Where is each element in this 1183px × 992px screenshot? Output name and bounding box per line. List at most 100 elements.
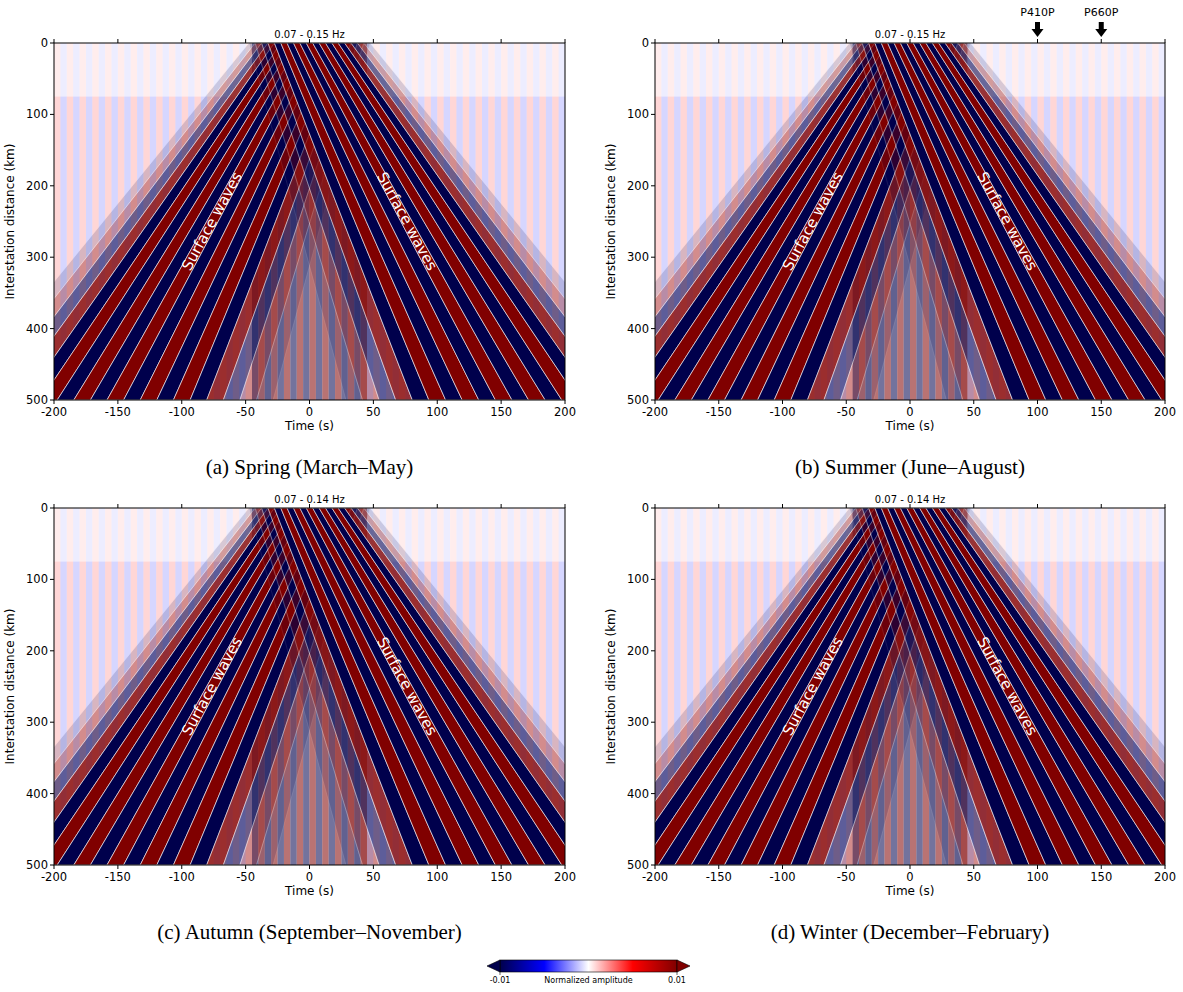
background-texture xyxy=(450,508,456,562)
y-tick-label: 100 xyxy=(26,572,48,586)
background-texture xyxy=(533,43,539,97)
x-tick xyxy=(117,400,118,404)
background-texture xyxy=(719,508,725,562)
x-tick-top xyxy=(1165,39,1166,43)
x-tick xyxy=(910,865,911,869)
panel-caption: (a) Spring (March–May) xyxy=(206,455,414,479)
x-tick-label: -150 xyxy=(706,405,732,419)
background-texture xyxy=(67,43,73,97)
background-texture xyxy=(182,508,188,562)
background-texture xyxy=(661,43,667,97)
background-texture xyxy=(124,508,130,562)
background-texture xyxy=(54,508,60,562)
background-texture xyxy=(795,43,801,97)
x-tick-label: 100 xyxy=(426,870,448,884)
plot-area xyxy=(54,508,565,865)
y-tick-label: 300 xyxy=(26,715,48,729)
y-tick xyxy=(651,508,655,509)
background-texture xyxy=(757,43,763,97)
background-texture xyxy=(732,508,738,562)
x-tick-label: -200 xyxy=(41,870,67,884)
y-tick xyxy=(50,257,54,258)
background-texture xyxy=(527,508,533,562)
background-texture xyxy=(1152,508,1158,562)
background-texture xyxy=(118,508,124,562)
background-texture xyxy=(463,43,469,97)
y-tick-label: 200 xyxy=(26,644,48,658)
x-tick xyxy=(1037,865,1038,869)
background-texture xyxy=(1114,43,1120,97)
colorbar-tick xyxy=(500,972,501,975)
x-tick-label: -200 xyxy=(41,405,67,419)
wave-stripe xyxy=(932,508,1165,865)
background-texture xyxy=(463,508,469,562)
y-tick xyxy=(50,722,54,723)
background-texture xyxy=(1018,508,1024,562)
y-tick xyxy=(651,650,655,651)
wave-stripe xyxy=(951,508,1165,865)
x-tick-top xyxy=(245,504,246,508)
background-texture xyxy=(188,508,194,562)
x-tick-label: -200 xyxy=(642,870,668,884)
y-axis-label: Interstation distance (km) xyxy=(3,609,17,765)
background-texture xyxy=(744,508,750,562)
background-texture xyxy=(1050,43,1056,97)
background-texture xyxy=(188,43,194,97)
wave-stripe xyxy=(326,43,562,400)
background-texture xyxy=(533,508,539,562)
y-tick xyxy=(50,400,54,401)
branch-label: Surface waves xyxy=(178,169,246,274)
x-tick-label: -50 xyxy=(236,405,255,419)
background-texture xyxy=(674,508,680,562)
y-tick-label: 500 xyxy=(26,858,48,872)
background-texture xyxy=(60,43,66,97)
background-texture xyxy=(437,508,443,562)
x-tick xyxy=(117,865,118,869)
x-tick-label: 50 xyxy=(366,405,381,419)
background-texture xyxy=(156,508,162,562)
x-tick xyxy=(309,865,310,869)
background-texture xyxy=(495,508,501,562)
background-texture xyxy=(1114,508,1120,562)
background-texture xyxy=(431,43,437,97)
x-tick xyxy=(1101,865,1102,869)
background-texture xyxy=(175,43,181,97)
x-tick-label: -150 xyxy=(706,870,732,884)
x-tick xyxy=(309,400,310,404)
wave-stripe xyxy=(338,508,565,865)
branch-label: Surface waves xyxy=(373,634,441,739)
background-texture xyxy=(150,508,156,562)
colorbar-extend-high xyxy=(677,960,690,972)
x-tick-label: -100 xyxy=(169,405,195,419)
wave-stripe xyxy=(945,508,1165,865)
background-texture xyxy=(1095,43,1101,97)
x-tick-top xyxy=(117,504,118,508)
y-tick xyxy=(651,328,655,329)
y-tick-label: 0 xyxy=(642,501,649,515)
wave-stripe xyxy=(357,508,565,865)
x-tick-label: 100 xyxy=(426,405,448,419)
background-texture xyxy=(86,43,92,97)
background-texture xyxy=(1076,508,1082,562)
x-tick-label: -100 xyxy=(169,870,195,884)
x-tick xyxy=(1101,400,1102,404)
background-texture xyxy=(520,508,526,562)
y-axis-label: Interstation distance (km) xyxy=(604,144,618,300)
x-tick-top xyxy=(245,39,246,43)
x-axis-label: Time (s) xyxy=(885,419,935,433)
y-tick xyxy=(50,508,54,509)
background-texture xyxy=(501,43,507,97)
background-texture xyxy=(118,43,124,97)
x-tick xyxy=(373,865,374,869)
wave-stripe xyxy=(939,508,1165,865)
y-tick-label: 500 xyxy=(26,393,48,407)
x-tick-top xyxy=(373,504,374,508)
background-texture xyxy=(1038,508,1044,562)
x-tick xyxy=(54,865,55,869)
background-texture xyxy=(763,43,769,97)
background-texture xyxy=(1159,508,1165,562)
colorbar-tick-label: -0.01 xyxy=(490,976,511,985)
y-tick-label: 300 xyxy=(627,715,649,729)
background-texture xyxy=(763,508,769,562)
background-texture xyxy=(712,508,718,562)
